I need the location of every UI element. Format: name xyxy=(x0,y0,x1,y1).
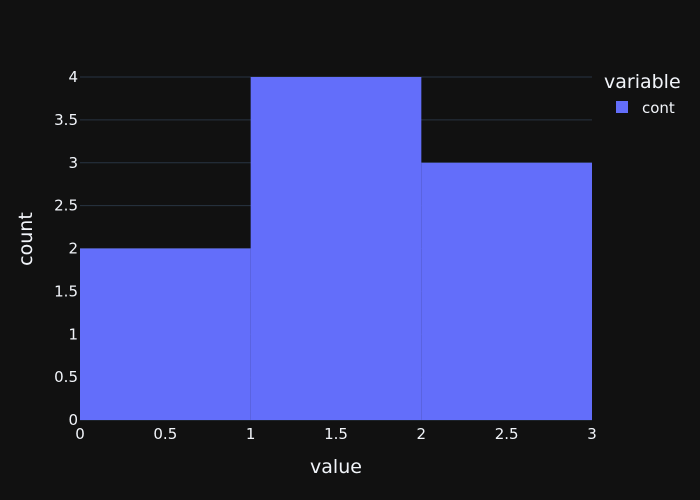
legend-title: variable xyxy=(604,71,681,93)
y-tick-label: 2.5 xyxy=(54,197,78,215)
legend[interactable]: variable cont xyxy=(604,71,681,117)
y-axis-title: count xyxy=(15,212,37,266)
y-tick-label: 1 xyxy=(68,325,78,343)
y-tick-label: 2 xyxy=(68,240,78,258)
x-tick-label: 0 xyxy=(75,425,85,443)
y-tick-label: 3.5 xyxy=(54,111,78,129)
x-tick-label: 2.5 xyxy=(495,425,519,443)
histogram-bar[interactable] xyxy=(250,77,422,420)
y-tick-label: 4 xyxy=(68,68,78,86)
x-tick-label: 1.5 xyxy=(324,425,348,443)
x-axis-title: value xyxy=(310,456,362,478)
x-tick-label: 0.5 xyxy=(153,425,177,443)
x-tick-label: 1 xyxy=(246,425,256,443)
y-axis-ticks: 0 0.5 1 1.5 2 2.5 3 3.5 4 xyxy=(54,68,78,429)
histogram-bars xyxy=(80,77,592,420)
legend-label: cont xyxy=(642,99,675,117)
x-axis-ticks: 0 0.5 1 1.5 2 2.5 3 xyxy=(75,425,597,443)
histogram-bar[interactable] xyxy=(80,248,251,421)
x-tick-label: 2 xyxy=(417,425,427,443)
histogram-bar[interactable] xyxy=(421,162,592,420)
y-tick-label: 0 xyxy=(68,411,78,429)
legend-swatch xyxy=(616,101,628,113)
y-tick-label: 0.5 xyxy=(54,368,78,386)
legend-item-cont[interactable]: cont xyxy=(616,99,675,117)
y-tick-label: 1.5 xyxy=(54,282,78,300)
y-tick-label: 3 xyxy=(68,154,78,172)
x-tick-label: 3 xyxy=(587,425,597,443)
